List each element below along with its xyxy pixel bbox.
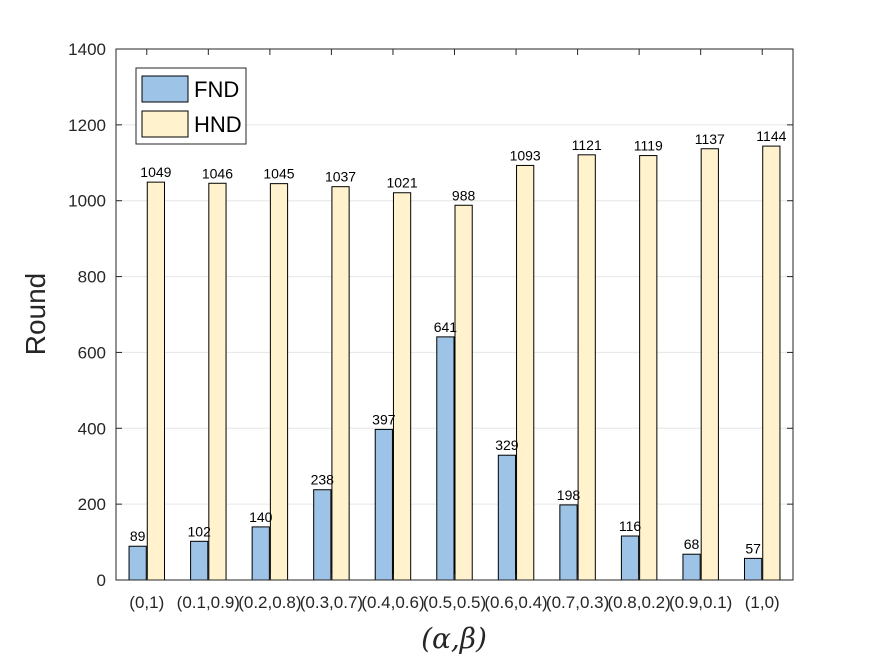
y-tick-label: 400 (78, 419, 106, 438)
bar-hnd (640, 156, 657, 580)
x-tick-label: (0.8,0.2) (607, 593, 670, 612)
x-tick-label: (0.9,0.1) (669, 593, 732, 612)
bar-hnd (455, 205, 472, 580)
x-axis-title: (α,β) (421, 622, 487, 655)
y-axis-title: Round (20, 273, 51, 356)
data-label-fnd: 641 (434, 319, 458, 335)
data-label-fnd: 329 (495, 437, 519, 453)
data-label-hnd: 1037 (325, 169, 356, 185)
data-label-fnd: 198 (557, 487, 581, 503)
data-label-fnd: 68 (684, 536, 700, 552)
bar-hnd (393, 193, 410, 580)
data-label-fnd: 102 (188, 523, 212, 539)
data-label-fnd: 89 (130, 528, 146, 544)
bar-fnd (744, 558, 761, 580)
bar-fnd (560, 505, 577, 580)
bar-fnd (375, 429, 392, 580)
x-tick-label: (0,1) (129, 593, 164, 612)
data-label-fnd: 57 (745, 540, 761, 556)
bar-hnd (270, 184, 287, 580)
y-tick-label: 800 (78, 268, 106, 287)
x-tick-label: (0.2,0.8) (238, 593, 301, 612)
x-tick-label: (0.5,0.5) (423, 593, 486, 612)
x-tick-label: (1,0) (745, 593, 780, 612)
bar-fnd (129, 546, 146, 580)
bar-fnd (683, 554, 700, 580)
data-label-fnd: 238 (311, 472, 335, 488)
legend-swatch-hnd (142, 111, 188, 137)
bar-fnd (191, 541, 208, 580)
data-label-hnd: 988 (452, 187, 476, 203)
y-tick-label: 1000 (68, 192, 106, 211)
y-tick-label: 600 (78, 343, 106, 362)
data-label-hnd: 1137 (695, 131, 725, 147)
data-label-hnd: 1021 (386, 175, 417, 191)
bar-fnd (498, 455, 515, 580)
bar-hnd (763, 146, 780, 580)
data-label-hnd: 1045 (263, 166, 294, 182)
x-tick-label: (0.7,0.3) (546, 593, 609, 612)
x-tick-label: (0.3,0.7) (300, 593, 363, 612)
data-label-fnd: 116 (619, 518, 642, 534)
legend: FND HND (136, 68, 246, 144)
bar-hnd (147, 182, 164, 580)
bar-hnd (578, 155, 595, 580)
bar-fnd (252, 527, 269, 580)
bar-hnd (209, 183, 226, 580)
legend-swatch-fnd (142, 76, 188, 102)
x-tick-label: (0.4,0.6) (361, 593, 424, 612)
data-label-hnd: 1049 (140, 164, 171, 180)
bar-hnd (701, 149, 718, 580)
data-label-fnd: 397 (372, 411, 396, 427)
data-label-hnd: 1144 (756, 128, 786, 144)
data-label-fnd: 140 (249, 509, 273, 525)
x-tick-label: (0.1,0.9) (177, 593, 240, 612)
data-label-hnd: 1121 (572, 137, 602, 153)
legend-label-hnd: HND (194, 112, 242, 137)
bar-hnd (332, 187, 349, 580)
y-tick-label: 1200 (68, 116, 106, 135)
bar-fnd (437, 337, 454, 580)
data-label-hnd: 1046 (202, 165, 233, 181)
bar-fnd (621, 536, 638, 580)
bar-hnd (517, 165, 534, 580)
y-tick-label: 200 (78, 495, 106, 514)
data-label-hnd: 1119 (634, 138, 663, 154)
legend-label-fnd: FND (194, 77, 239, 102)
y-tick-label: 0 (97, 571, 106, 590)
bar-fnd (314, 490, 331, 580)
x-tick-label: (0.6,0.4) (484, 593, 547, 612)
y-tick-label: 1400 (68, 40, 106, 59)
data-label-hnd: 1093 (510, 147, 541, 163)
